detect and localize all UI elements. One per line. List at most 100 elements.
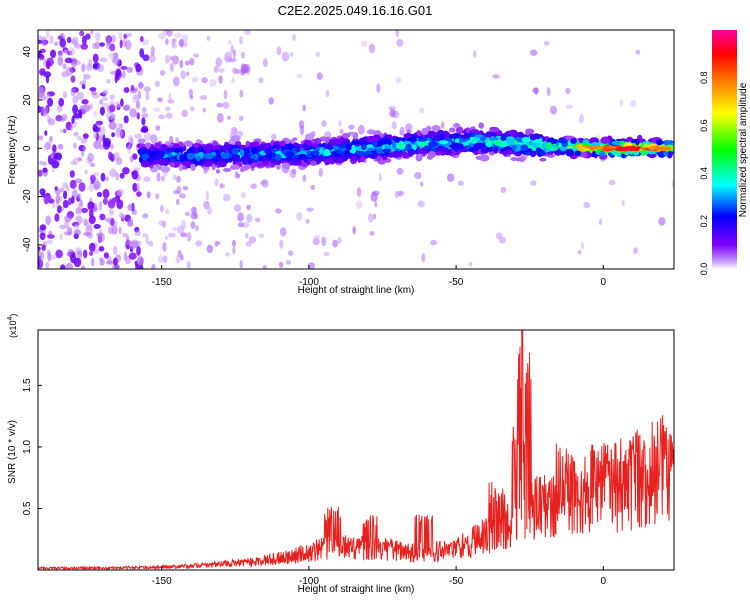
heatmap-band-blob: [140, 160, 150, 168]
heatmap-band-blob: [372, 141, 378, 148]
heatmap-noise-blob: [42, 167, 48, 173]
snr-ticks: -150 -100 -50 0 0.5 1.0 1.5: [22, 378, 607, 587]
heatmap-noise-blob: [47, 118, 56, 126]
heatmap-noise-blob: [157, 255, 164, 264]
heatmap-noise-blob: [72, 104, 79, 115]
heatmap-noise-blob: [125, 240, 133, 246]
heatmap-band-blob: [179, 154, 187, 162]
snr-y-multiplier-close: ): [8, 314, 18, 317]
heatmap-band-blob: [475, 134, 484, 138]
heatmap-noise-blob: [135, 63, 142, 73]
heatmap-noise-blob: [131, 170, 139, 180]
heatmap-noise-blob: [173, 76, 180, 87]
heatmap-noise-blob: [235, 69, 241, 74]
heatmap-band-blob: [295, 146, 301, 153]
heatmap-noise-blob: [150, 134, 158, 144]
heatmap-noise-blob: [222, 101, 230, 109]
heatmap-noise-blob: [499, 236, 506, 244]
heatmap-noise-blob: [162, 220, 167, 228]
heatmap-noise-blob: [325, 89, 330, 98]
heatmap-band-blob: [600, 137, 610, 144]
heatmap-noise-blob: [108, 151, 113, 160]
heatmap-noise-blob: [368, 43, 376, 54]
heatmap-band-blob: [361, 144, 367, 151]
heatmap-noise-blob: [417, 201, 426, 208]
heatmap-noise-blob: [187, 261, 191, 269]
heatmap-noise-blob: [302, 174, 307, 182]
heatmap-noise-blob: [58, 97, 65, 107]
heatmap-noise-blob: [468, 261, 473, 267]
heatmap-noise-blob: [61, 206, 65, 211]
heatmap-band-blob: [220, 153, 230, 160]
heatmap-noise-blob: [88, 242, 96, 252]
heatmap-band-blob: [198, 140, 203, 145]
heatmap-band-blob: [339, 154, 345, 160]
heatmap-band-blob: [164, 141, 172, 146]
heatmap-noise-blob: [173, 189, 180, 195]
heatmap-noise-blob: [352, 226, 357, 235]
heatmap-band-blob: [478, 122, 485, 129]
heatmap-noise-blob: [206, 36, 211, 41]
heatmap-noise-blob: [205, 190, 209, 201]
heatmap-noise-blob: [55, 194, 61, 205]
heatmap-noise-blob: [41, 108, 48, 114]
spectrogram-y-tick-label: -20: [22, 189, 33, 204]
heatmap-noise-blob: [139, 48, 145, 58]
heatmap-band-blob: [417, 137, 428, 142]
heatmap-noise-blob: [72, 95, 79, 104]
heatmap-noise-blob: [38, 135, 44, 141]
heatmap-band-blob: [160, 166, 171, 173]
heatmap-noise-blob: [226, 115, 232, 120]
snr-x-tick-label: 0: [601, 576, 607, 587]
heatmap-noise-blob: [141, 117, 146, 126]
heatmap-noise-blob: [202, 107, 207, 113]
heatmap-noise-blob: [214, 178, 219, 187]
heatmap-noise-blob: [66, 252, 71, 257]
heatmap-noise-blob: [621, 199, 625, 207]
heatmap-noise-blob: [45, 261, 50, 269]
heatmap-band-blob: [211, 163, 216, 171]
heatmap-noise-blob: [240, 192, 246, 199]
heatmap-noise-blob: [106, 260, 114, 265]
spectrogram-x-tick-label: 0: [601, 277, 607, 288]
heatmap-noise-blob: [45, 215, 52, 226]
heatmap-band-blob: [141, 153, 150, 160]
heatmap-noise-blob: [338, 119, 342, 128]
heatmap-band-blob: [284, 151, 295, 159]
spectrogram-y-tick-label: 0: [22, 145, 33, 151]
heatmap-noise-blob: [50, 150, 54, 160]
heatmap-noise-blob: [109, 209, 114, 219]
heatmap-band-blob: [479, 154, 490, 162]
snr-x-tick-label: -100: [299, 576, 319, 587]
heatmap-noise-blob: [132, 94, 139, 103]
heatmap-noise-blob: [70, 160, 77, 165]
heatmap-noise-blob: [391, 121, 397, 130]
heatmap-noise-blob: [248, 236, 257, 244]
heatmap-band-blob: [405, 132, 412, 138]
snr-frame: [37, 329, 675, 571]
heatmap-noise-blob: [62, 199, 69, 209]
heatmap-noise-blob: [179, 59, 184, 69]
heatmap-noise-blob: [59, 38, 66, 48]
heatmap-noise-blob: [405, 123, 413, 133]
heatmap-band-blob: [656, 139, 663, 146]
heatmap-noise-blob: [581, 242, 584, 250]
heatmap-band-blob: [343, 149, 351, 158]
heatmap-noise-blob: [116, 188, 125, 196]
heatmap-noise-blob: [421, 253, 426, 263]
heatmap-noise-blob: [172, 226, 177, 232]
heatmap-band-blob: [291, 158, 302, 164]
heatmap-noise-blob: [376, 83, 381, 94]
heatmap-noise-blob: [89, 251, 94, 256]
heatmap-band-blob: [499, 140, 509, 148]
heatmap-noise-blob: [162, 242, 167, 252]
heatmap-noise-blob: [276, 46, 282, 56]
heatmap-band-blob: [504, 131, 509, 137]
heatmap-band-blob: [222, 167, 232, 172]
heatmap-band-blob: [165, 147, 175, 153]
heatmap-noise-blob: [120, 98, 124, 107]
heatmap-noise-blob: [46, 249, 51, 256]
heatmap-noise-blob: [378, 173, 382, 182]
heatmap-band-blob: [298, 154, 303, 160]
heatmap-noise-blob: [337, 236, 342, 244]
